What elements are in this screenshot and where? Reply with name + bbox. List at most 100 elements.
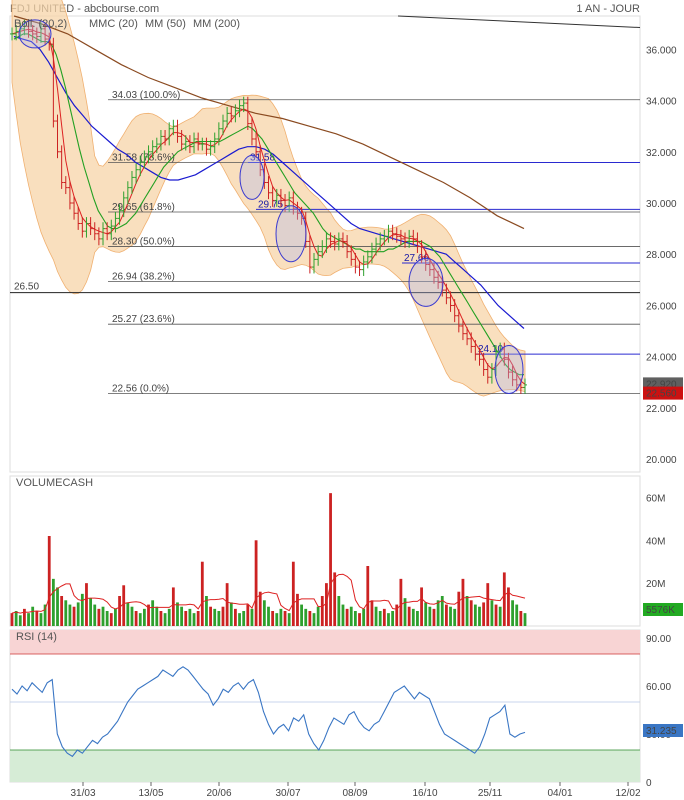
volume-bar xyxy=(192,613,196,626)
fib-level-label: 31.58 (78.6%) xyxy=(112,153,175,164)
volume-bar xyxy=(105,611,109,626)
volume-bar xyxy=(39,613,43,626)
volume-bar xyxy=(229,602,233,626)
volume-bar xyxy=(395,604,399,626)
volume-bar xyxy=(362,608,366,626)
volume-bar xyxy=(329,493,332,626)
volume-bar xyxy=(502,572,506,626)
y-tick-label: 24.000 xyxy=(646,353,677,364)
volume-bar xyxy=(507,587,510,626)
y-tick-label: 20.000 xyxy=(646,455,677,466)
volume-bar xyxy=(250,608,254,626)
y-tick-label: 28.000 xyxy=(646,250,677,261)
volume-bar xyxy=(167,608,171,626)
x-tick-label: 12/02 xyxy=(615,788,640,799)
volume-bar xyxy=(130,606,134,626)
y-tick-label: 30.000 xyxy=(646,199,677,210)
volume-bar xyxy=(114,608,117,626)
price-tag-label: 22.560 xyxy=(646,389,677,400)
volume-bar xyxy=(205,596,208,626)
volume-bar xyxy=(320,596,324,626)
y-tick-label: 26.000 xyxy=(646,301,677,312)
volume-bar xyxy=(147,604,150,626)
volume-bar xyxy=(60,596,64,626)
volume-bar xyxy=(444,604,448,626)
volume-bar xyxy=(188,608,192,626)
x-tick-label: 25/11 xyxy=(478,788,503,799)
fib-level-label: 25.27 (23.6%) xyxy=(112,314,175,325)
price-tag-box xyxy=(643,386,683,400)
level-line-label: 27.66 xyxy=(404,253,429,264)
volume-bar xyxy=(176,602,179,626)
volume-bar xyxy=(366,566,370,626)
volume-bar xyxy=(151,600,155,626)
volume-bar xyxy=(209,606,212,626)
volume-last-box xyxy=(643,603,683,616)
volume-bar xyxy=(10,613,14,626)
volume-bar xyxy=(138,613,142,626)
volume-bar xyxy=(523,613,527,626)
volume-bar xyxy=(80,593,84,626)
fib-level-label: 26.94 (38.2%) xyxy=(112,271,175,282)
volume-bar xyxy=(428,606,432,626)
volume-bar xyxy=(453,608,457,626)
legend-mm200: MM (200) xyxy=(193,18,240,30)
volume-bar xyxy=(308,611,312,626)
volume-bar xyxy=(279,608,283,626)
price-panel: 20.000 22.000 24.000 26.000 28.000 30.000 32.0… xyxy=(10,0,683,466)
volume-bar xyxy=(142,608,146,626)
level-line-label: 24.10 xyxy=(478,344,503,355)
y-tick-label: 36.000 xyxy=(646,45,677,56)
volume-bar xyxy=(43,604,47,626)
volume-ma-line xyxy=(11,573,526,614)
volume-bar xyxy=(478,606,481,626)
price-legend: Boll. (20,2) MMC (20) MM (50) MM (200) xyxy=(14,18,240,30)
mm200-line xyxy=(13,15,525,230)
rsi-panel-title: RSI (14) xyxy=(16,631,57,643)
volume-bar xyxy=(370,600,374,626)
volume-panel-frame xyxy=(9,475,641,627)
volume-last-label: 5576K xyxy=(646,605,675,616)
highlight-circle xyxy=(275,205,307,263)
volume-bar xyxy=(407,606,411,626)
volume-bar xyxy=(234,608,237,626)
volume-bar xyxy=(325,583,328,626)
volume-bar xyxy=(457,591,461,626)
volume-bar xyxy=(51,578,55,626)
volume-bar xyxy=(287,613,291,626)
volume-bar xyxy=(134,611,138,626)
x-tick-label: 13/05 xyxy=(138,788,163,799)
chart-header-period: 1 AN - JOUR xyxy=(576,3,640,15)
volume-bar xyxy=(109,613,113,626)
volume-bar xyxy=(374,606,378,626)
volume-bar xyxy=(486,583,490,626)
fib-level-label: 29.65 (61.8%) xyxy=(112,202,175,213)
volume-bar xyxy=(217,611,221,626)
volume-bar xyxy=(387,613,390,626)
volume-bar xyxy=(416,611,419,626)
mmc20-line xyxy=(13,33,524,376)
volume-bar xyxy=(432,608,436,626)
volume-bar xyxy=(349,606,353,626)
volume-bar xyxy=(473,604,477,626)
x-tick-label: 20/06 xyxy=(206,788,231,799)
volume-bar xyxy=(221,606,225,626)
volume-bar xyxy=(420,587,423,626)
volume-bar xyxy=(14,611,18,626)
rsi-last-label: 31.235 xyxy=(646,726,677,737)
highlight-circle xyxy=(18,19,52,49)
volume-bar xyxy=(399,578,403,626)
volume-bar xyxy=(267,606,270,626)
volume-bar xyxy=(35,611,39,626)
volume-bar xyxy=(345,608,349,626)
volume-bar xyxy=(482,602,486,626)
rsi-tick-label: 90.00 xyxy=(646,634,671,645)
level-line-label: 31.58 xyxy=(250,153,275,164)
legend-mmc20: MMC (20) xyxy=(89,18,138,30)
volume-bar xyxy=(391,611,395,626)
volume-bar xyxy=(72,606,76,626)
x-tick-label: 30/07 xyxy=(275,788,300,799)
volume-bar xyxy=(291,561,295,626)
